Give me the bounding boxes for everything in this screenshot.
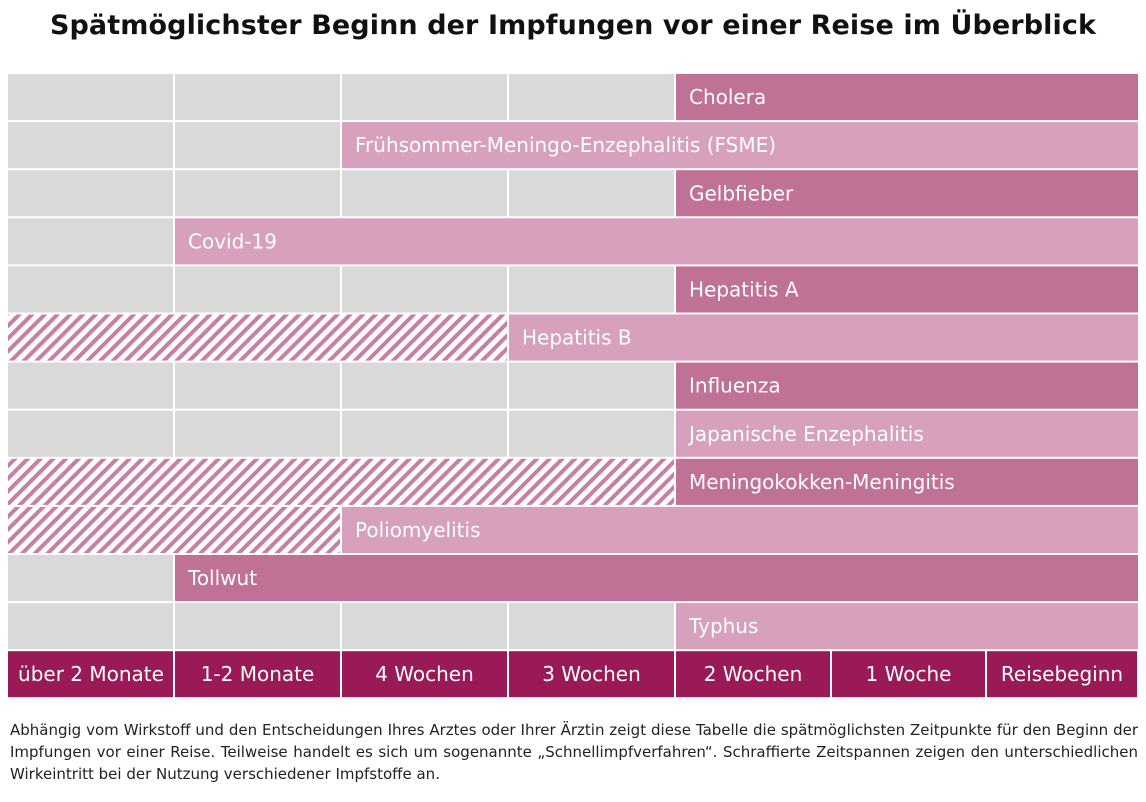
axis-cell bbox=[987, 651, 1137, 698]
empty-cell bbox=[175, 122, 340, 169]
empty-cell bbox=[8, 122, 173, 169]
empty-cell bbox=[175, 170, 340, 217]
bar-label: Cholera bbox=[689, 85, 766, 109]
empty-cell bbox=[8, 218, 173, 265]
bar-label: Poliomyelitis bbox=[355, 518, 481, 542]
bar-label: Covid-19 bbox=[188, 229, 277, 253]
empty-cell bbox=[8, 603, 173, 650]
axis-cell bbox=[832, 651, 985, 698]
axis-tick-label: 2 Wochen bbox=[704, 662, 803, 686]
bar-label: Hepatitis B bbox=[522, 326, 632, 350]
bar-label: Tollwut bbox=[187, 566, 257, 590]
bar-label: Hepatitis A bbox=[689, 277, 799, 301]
axis-cell bbox=[175, 651, 340, 698]
chart-title: Spätmöglichster Beginn der Impfungen vor… bbox=[49, 10, 1097, 41]
bar-hepatitis-b bbox=[509, 314, 1138, 361]
empty-cell bbox=[175, 410, 340, 457]
bar-label: Influenza bbox=[689, 374, 781, 398]
axis-cell bbox=[676, 651, 830, 698]
bar-influenza bbox=[676, 362, 1138, 409]
axis-tick-label: 1-2 Monate bbox=[201, 662, 315, 686]
bar-tollwut bbox=[175, 555, 1138, 602]
bar-poliomyelitis bbox=[342, 506, 1138, 553]
axis-tick-label: 1 Woche bbox=[866, 662, 952, 686]
axis-cell bbox=[8, 651, 173, 698]
empty-cell bbox=[8, 410, 173, 457]
empty-cell bbox=[342, 603, 507, 650]
empty-cell bbox=[175, 74, 340, 121]
footnote: Abhängig vom Wirkstoff und den Entscheid… bbox=[10, 721, 1138, 783]
axis-cell bbox=[342, 651, 507, 698]
empty-cell bbox=[342, 170, 507, 217]
empty-cell bbox=[8, 170, 173, 217]
axis-cell bbox=[509, 651, 674, 698]
bar-frühsommer-meningo-enzephalitis-fsme bbox=[342, 122, 1138, 169]
empty-cell bbox=[342, 74, 507, 121]
empty-cell bbox=[509, 410, 674, 457]
bar-typhus bbox=[676, 603, 1138, 650]
bar-label: Typhus bbox=[688, 614, 758, 638]
hatched-span bbox=[8, 506, 340, 553]
bar-meningokokken-meningitis bbox=[676, 458, 1138, 505]
axis-tick-label: 3 Wochen bbox=[542, 662, 641, 686]
empty-cell bbox=[509, 74, 674, 121]
bar-label: Gelbfieber bbox=[689, 181, 794, 205]
bar-japanische-enzephalitis bbox=[676, 410, 1138, 457]
vaccination-timeline-chart: Cholera Frühsommer-Meningo-Enzephalitis (… bbox=[8, 74, 1138, 698]
axis-tick-label: 4 Wochen bbox=[375, 662, 474, 686]
bar-label: Meningokokken-Meningitis bbox=[689, 470, 955, 494]
empty-cell bbox=[342, 266, 507, 313]
empty-cell bbox=[509, 170, 674, 217]
empty-cell bbox=[175, 362, 340, 409]
empty-cell bbox=[8, 555, 173, 602]
empty-cell bbox=[509, 266, 674, 313]
bar-covid-19 bbox=[175, 218, 1138, 265]
empty-cell bbox=[342, 362, 507, 409]
empty-cell bbox=[175, 603, 340, 650]
bar-label: Japanische Enzephalitis bbox=[687, 422, 924, 446]
bar-cholera bbox=[676, 74, 1138, 121]
empty-cell bbox=[175, 266, 340, 313]
bar-label: Frühsommer-Meningo-Enzephalitis (FSME) bbox=[355, 133, 776, 157]
empty-cell bbox=[509, 362, 674, 409]
axis-tick-label: über 2 Monate bbox=[18, 662, 164, 686]
empty-cell bbox=[8, 74, 173, 121]
hatched-span bbox=[8, 458, 674, 505]
empty-cell bbox=[509, 603, 674, 650]
empty-cell bbox=[8, 266, 173, 313]
bar-gelbfieber bbox=[676, 170, 1138, 217]
hatched-span bbox=[8, 314, 507, 361]
empty-cell bbox=[8, 362, 173, 409]
axis-tick-label: Reisebeginn bbox=[1001, 662, 1123, 686]
empty-cell bbox=[342, 410, 507, 457]
bar-hepatitis-a bbox=[676, 266, 1138, 313]
